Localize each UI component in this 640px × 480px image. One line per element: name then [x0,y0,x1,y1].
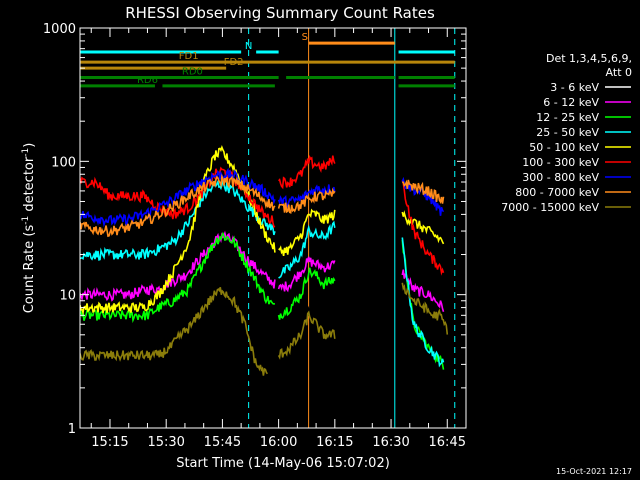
series-12-25-kev-segment-1 [277,267,336,320]
legend-label-50-100-kev: 50 - 100 keV [529,141,599,154]
y-tick-label: 1 [68,422,76,437]
flag-label-n: N [245,41,252,52]
flag-label-rd0: RD0 [182,67,203,78]
flag-n: N [80,41,455,54]
flag-rd0: RD0 [80,67,455,80]
series-7000-15000-kev-segment-2 [401,282,449,335]
series-7000-15000-kev-segment-1 [277,310,336,360]
series-100-300-kev-segment-2 [401,179,445,276]
y-tick-label: 10 [59,289,76,304]
x-tick-label: 16:00 [260,435,297,450]
series-800-7000-kev [80,173,445,238]
legend-header: Det 1,3,4,5,6,9, [546,52,632,65]
x-axis: 15:15 15:30 15:45 16:00 16:15 16:30 16:45 [90,28,467,450]
series-50-100-kev-segment-2 [401,210,445,245]
series-6-12-kev-segment-1 [277,256,336,293]
flag-label-fd2: FD2 [224,57,244,68]
series-100-300-kev-segment-1 [278,154,336,190]
series-3-6-kev [80,272,440,428]
x-tick-label: 16:30 [372,435,409,450]
chart-title: RHESSI Observing Summary Count Rates [125,4,435,22]
series-50-100-kev-segment-1 [278,208,336,257]
legend: Det 1,3,4,5,6,9, Att 0 3 - 6 keV 6 - 12 k… [501,52,632,214]
event-vertical-lines [80,28,456,428]
y-axis: 1 10 100 1000 [43,22,466,437]
y-tick-label: 1000 [43,22,76,37]
flag-fd1: FD1 [80,51,455,64]
flag-label-fd1: FD1 [179,51,199,62]
legend-label-7000-15000-kev: 7000 - 15000 keV [501,201,599,214]
legend-label-800-7000-kev: 800 - 7000 keV [515,186,599,199]
flag-bars: N S FD1 FD2 RD0 RD6 [80,32,455,88]
flag-s: S [302,32,395,45]
series-lines [80,144,449,428]
series-3-6-kev-segment-2 [401,280,440,388]
legend-attenuator: Att 0 [606,66,632,79]
series-800-7000-kev-segment-2 [401,179,445,204]
series-800-7000-kev-segment-0 [80,173,276,238]
plot-frame [79,27,467,429]
y-tick-label: 100 [51,155,76,170]
x-tick-label: 16:15 [316,435,353,450]
series-25-50-kev-segment-0 [80,179,276,261]
legend-label-25-50-kev: 25 - 50 keV [536,126,599,139]
footer-date: 15-Oct-2021 12:17 [556,467,632,476]
series-3-6-kev-segment-1 [277,305,336,388]
series-3-6-kev-segment-0 [80,272,269,428]
y-axis-label: Count Rate (s-1 detector-1) [21,143,37,314]
x-tick-label: 16:45 [429,435,466,450]
flag-label-s: S [302,32,308,43]
x-tick-label: 15:15 [91,435,128,450]
series-300-800-kev-segment-0 [80,167,276,228]
legend-label-6-12-kev: 6 - 12 keV [543,96,599,109]
legend-label-100-300-kev: 100 - 300 keV [522,156,599,169]
series-25-50-kev-segment-1 [278,220,336,279]
legend-label-12-25-kev: 12 - 25 keV [536,111,599,124]
series-800-7000-kev-segment-1 [277,187,336,214]
legend-label-3-6-kev: 3 - 6 keV [550,81,599,94]
x-tick-label: 15:30 [147,435,184,450]
legend-label-300-800-kev: 300 - 800 keV [522,171,599,184]
flag-fd2: FD2 [80,57,244,70]
x-axis-label: Start Time (14-May-06 15:07:02) [176,456,390,471]
x-tick-label: 15:45 [204,435,241,450]
series-7000-15000-kev [80,282,449,376]
flag-label-rd6: RD6 [137,75,158,86]
flag-rd6: RD6 [80,75,455,88]
series-7000-15000-kev-segment-0 [80,286,269,376]
